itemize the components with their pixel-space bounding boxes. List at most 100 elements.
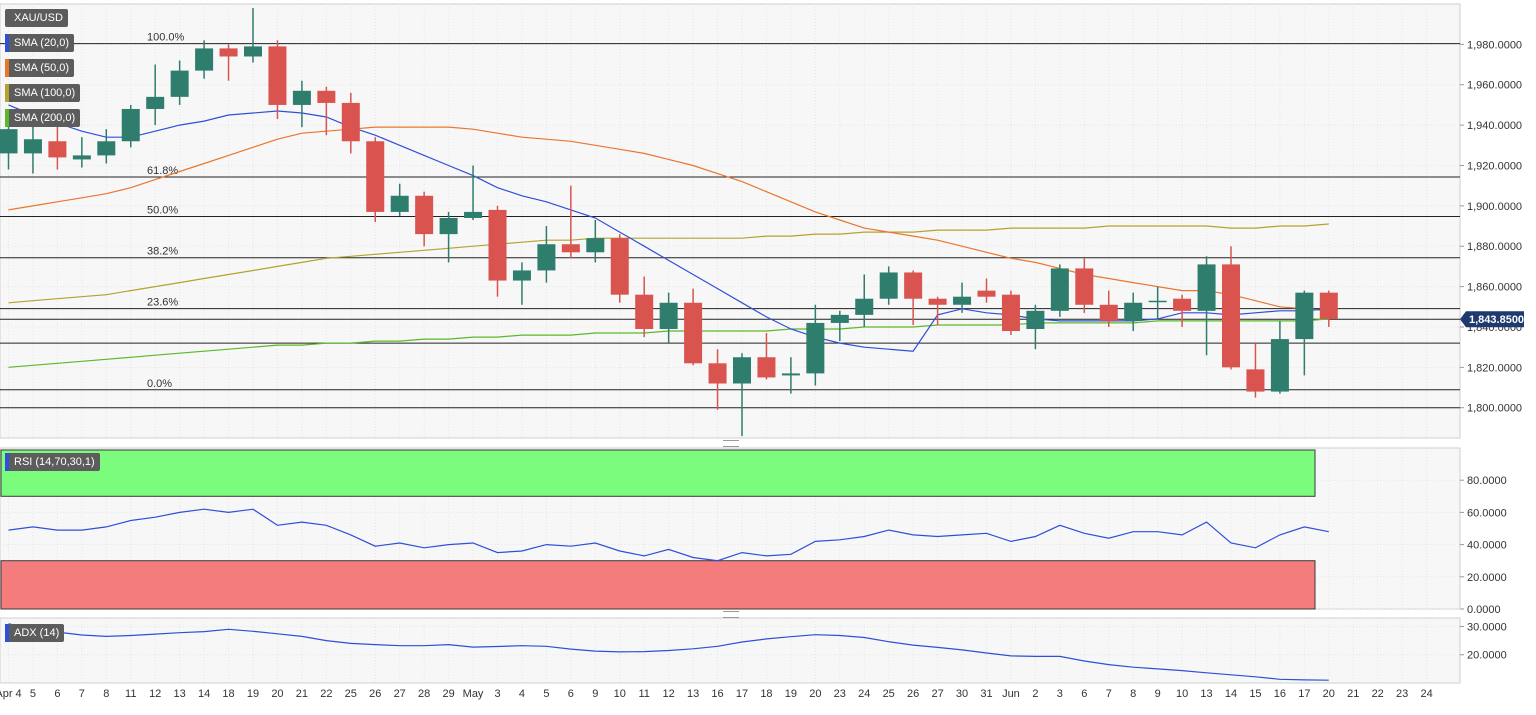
price-panel-bg [0,3,1461,439]
candle-body [879,272,898,299]
price-y-tick-label: 1,860.0000 [1467,282,1522,294]
sma100-line [8,223,1329,304]
candle-body [1197,264,1216,311]
price-y-tick-label: 1,800.0000 [1467,403,1522,415]
fib-label: 0.0% [147,378,172,390]
adx-panel-bg [0,617,1461,684]
x-tick-label: 29 [442,688,454,700]
x-tick-label: 20 [1323,688,1335,700]
x-tick-label: 26 [369,688,381,700]
candle-body [733,357,751,384]
price-y-tick-label: 1,980.0000 [1467,39,1522,51]
x-tick-label: 12 [149,688,161,700]
legend-sma100-label: SMA (100,0) [14,87,76,99]
candle-body [1075,268,1094,305]
candle-body [1148,300,1167,303]
candle-body [170,70,189,97]
candle-body [195,48,214,71]
x-tick-label: 3 [1057,688,1063,700]
candle-body [366,141,385,212]
x-tick-label: 9 [592,688,598,700]
candle-body [341,102,360,142]
fib-label: 38.2% [147,246,178,258]
adx-y-tick-label: 20.0000 [1467,650,1507,662]
candle-body [586,238,605,253]
legend-adx[interactable]: ADX (14) [5,624,65,642]
legend-sma200-swatch [5,109,9,127]
x-tick-label: 28 [418,688,430,700]
candle-body [953,296,972,305]
x-tick-label: 19 [785,688,797,700]
x-tick-label: 7 [1106,688,1112,700]
candle-body [121,108,140,142]
candle-body [464,211,483,218]
candle-body [1050,268,1069,311]
candle-body [1001,294,1020,332]
last-price-label: 1,843.8500 [1469,314,1524,326]
candle-body [977,290,996,297]
x-tick-label: 9 [1155,688,1161,700]
panel-resize-handle-1[interactable] [723,440,739,447]
legend-sma50-label: SMA (50,0) [14,62,70,74]
candle-body [830,314,849,323]
legend-rsi-label: RSI (14,70,30,1) [14,456,95,468]
x-tick-label: 16 [711,688,723,700]
rsi-zones [0,449,1316,610]
symbol-label[interactable]: XAU/USD [5,9,68,27]
panel-resize-handle-2[interactable] [723,611,739,618]
x-tick-label: 18 [760,688,772,700]
axes-layer: Apr 456781112131418192021222526272829May… [0,39,1524,700]
rsi-y-tick-label: 0.0000 [1467,604,1501,616]
price-y-tick-label: 1,820.0000 [1467,362,1522,374]
candle-body [855,298,874,315]
x-tick-label: 8 [103,688,109,700]
x-tick-label: 27 [931,688,943,700]
x-tick-label: 20 [809,688,821,700]
legend-sma20[interactable]: SMA (20,0) [5,34,75,52]
x-tick-label: 5 [543,688,549,700]
x-tick-label: 11 [638,688,649,700]
x-tick-label: 24 [1420,688,1432,700]
x-tick-label: 31 [980,688,992,700]
candle-body [1295,292,1314,340]
x-tick-label: 7 [79,688,85,700]
legend-sma100-swatch [5,84,9,102]
x-tick-label: 10 [614,688,626,700]
candle-body [1124,302,1143,321]
x-tick-label: 3 [494,688,500,700]
price-y-tick-label: 1,900.0000 [1467,201,1522,213]
legend-sma100[interactable]: SMA (100,0) [5,84,81,102]
legend-sma20-swatch [5,34,9,52]
x-tick-label: 26 [907,688,919,700]
legend-rsi[interactable]: RSI (14,70,30,1) [5,453,100,471]
candle-body [928,298,947,305]
x-tick-label: 30 [956,688,968,700]
x-tick-label: 21 [1347,688,1359,700]
x-tick-label: 6 [1081,688,1087,700]
x-tick-label: 13 [687,688,699,700]
candle-body [390,195,409,212]
x-tick-label: 14 [198,688,210,700]
x-tick-label: 8 [1130,688,1136,700]
x-tick-label: 5 [30,688,36,700]
candle-body [1222,264,1240,368]
legend-sma200[interactable]: SMA (200,0) [5,109,81,127]
candle-body [317,90,336,103]
x-tick-label: 25 [345,688,357,700]
x-tick-label: 22 [320,688,332,700]
candle-body [806,322,825,374]
x-tick-label: 11 [125,688,136,700]
candle-body [659,302,678,329]
x-tick-label: 21 [296,688,308,700]
candle-body [537,244,556,271]
x-tick-label: 4 [519,688,525,700]
candle-body [512,270,531,281]
candle-body [1099,304,1118,321]
legend-rsi-swatch [5,453,9,471]
candle-body [708,363,727,384]
candle-body [684,302,703,364]
legend-sma50[interactable]: SMA (50,0) [5,59,75,77]
price-y-tick-label: 1,920.0000 [1467,160,1522,172]
legend-sma20-label: SMA (20,0) [14,37,70,49]
